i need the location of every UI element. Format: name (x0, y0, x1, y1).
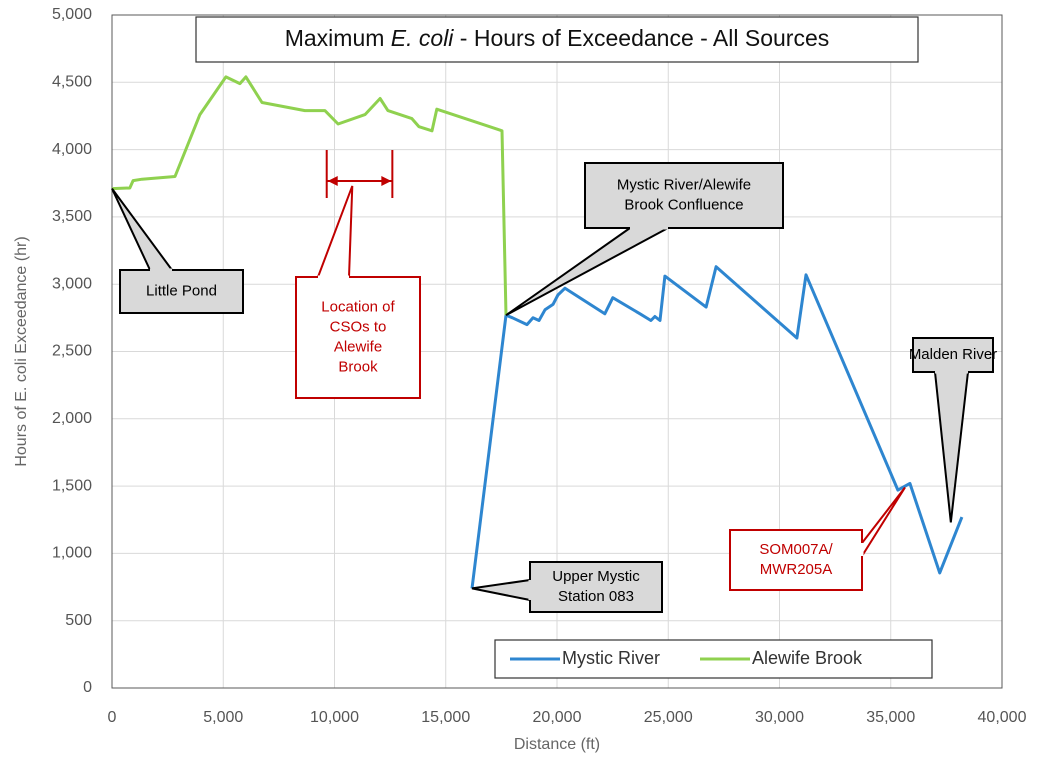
callout-text: Malden River (909, 346, 997, 363)
y-tick-label: 3,000 (52, 275, 92, 292)
x-tick-label: 10,000 (310, 709, 359, 726)
callout-text: Location of (321, 298, 395, 315)
callout-box (912, 337, 994, 373)
y-tick-label: 5,000 (52, 6, 92, 23)
y-tick-label: 0 (83, 679, 92, 696)
callout-text: SOM007A/ (759, 541, 833, 558)
callout-pointer (861, 486, 906, 560)
callout-box (729, 529, 863, 591)
callout-text: Brook (338, 358, 378, 375)
y-tick-label: 2,000 (52, 410, 92, 427)
callout-pointer (111, 188, 174, 271)
y-tick-label: 1,000 (52, 545, 92, 562)
callout-text: CSOs to (330, 318, 387, 335)
callout-box (119, 269, 244, 314)
callout-text: Little Pond (146, 282, 217, 299)
callout-box (584, 162, 784, 229)
y-tick-label: 4,500 (52, 74, 92, 91)
x-tick-label: 5,000 (203, 709, 243, 726)
y-axis-title: Hours of E. coli Exceedance (hr) (13, 236, 30, 466)
x-tick-label: 35,000 (866, 709, 915, 726)
legend-label: Alewife Brook (752, 648, 863, 668)
range-arrow (381, 176, 392, 186)
callout-text: Brook Confluence (624, 196, 743, 213)
title-part: E. coli (391, 25, 455, 51)
callout-pointer (933, 371, 970, 523)
x-tick-label: 20,000 (533, 709, 582, 726)
title-part: Maximum (285, 25, 391, 51)
range-arrow (327, 176, 338, 186)
callout-text: Alewife (334, 338, 382, 355)
x-tick-label: 30,000 (755, 709, 804, 726)
legend-label: Mystic River (562, 648, 660, 668)
chart-title: Maximum E. coli - Hours of Exceedance - … (285, 25, 830, 51)
x-axis-title: Distance (ft) (514, 736, 600, 753)
callout-text: Station 083 (558, 588, 634, 605)
plot-border (111, 14, 1003, 689)
title-part: - Hours of Exceedance - All Sources (453, 25, 829, 51)
series-line (111, 75, 508, 316)
y-tick-label: 4,000 (52, 141, 92, 158)
callout-pointer (471, 578, 531, 602)
y-tick-label: 2,500 (52, 343, 92, 360)
callout-pointer (316, 185, 354, 278)
y-tick-label: 500 (65, 612, 92, 629)
x-tick-label: 15,000 (421, 709, 470, 726)
title-box (195, 16, 919, 63)
callout-text: MWR205A (760, 561, 833, 578)
series-line (470, 265, 964, 589)
x-tick-label: 0 (108, 709, 117, 726)
x-tick-label: 40,000 (978, 709, 1027, 726)
callout-box (295, 276, 421, 399)
y-tick-label: 1,500 (52, 477, 92, 494)
callout-text: Mystic River/Alewife (617, 176, 751, 193)
callout-text: Upper Mystic (552, 568, 640, 585)
y-tick-label: 3,500 (52, 208, 92, 225)
x-tick-label: 25,000 (644, 709, 693, 726)
